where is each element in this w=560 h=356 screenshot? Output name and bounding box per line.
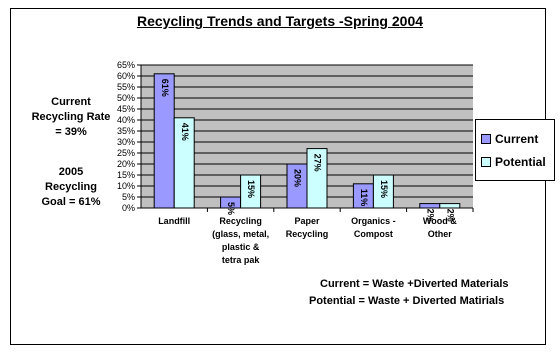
- bar-current-4: [419, 203, 441, 209]
- chart-title: Recycling Trends and Targets -Spring 200…: [136, 13, 424, 29]
- goal-line-1: 2005: [58, 166, 84, 178]
- y-tick-label: 20%: [117, 159, 135, 169]
- legend-item-potential: Potential: [481, 152, 546, 172]
- goal-line-2: Recycling: [45, 181, 97, 193]
- x-category-label: Wood &: [423, 216, 457, 226]
- data-label: 2%: [445, 209, 455, 222]
- y-tick-label: 30%: [117, 137, 135, 147]
- data-label: 15%: [246, 180, 256, 198]
- legend-label-potential: Potential: [495, 155, 546, 169]
- x-category-label: tetra pak: [222, 255, 261, 265]
- legend-item-current: Current: [481, 129, 538, 149]
- data-label: 41%: [180, 123, 190, 141]
- bar-potential-1: [240, 174, 262, 209]
- rate-line-3: = 39%: [55, 126, 87, 138]
- data-label: 5%: [226, 202, 236, 215]
- y-tick-label: 40%: [117, 115, 135, 125]
- recycling-goal-note: 2005 Recycling Goal = 61%: [12, 165, 130, 210]
- footnote-potential: Potential = Waste + Diverted Matirials: [309, 295, 505, 307]
- x-category-label: plastic &: [222, 242, 260, 252]
- rate-line-2: Recycling Rate: [31, 111, 111, 123]
- y-tick-label: 50%: [117, 93, 135, 103]
- footnote-current: Current = Waste +Diverted Materials: [320, 278, 509, 290]
- legend-swatch-current: [481, 134, 491, 144]
- data-label: 15%: [379, 180, 389, 198]
- y-tick-label: 55%: [117, 82, 135, 92]
- y-tick-label: 10%: [117, 181, 135, 191]
- bar-potential-0: [173, 117, 195, 209]
- y-tick-label: 45%: [117, 104, 135, 114]
- x-category-label: Other: [428, 229, 453, 239]
- data-label: 11%: [359, 189, 369, 207]
- legend-swatch-potential: [481, 157, 491, 167]
- y-tick-label: 60%: [117, 71, 135, 81]
- data-label: 27%: [313, 154, 323, 172]
- bar-potential-2: [306, 148, 328, 209]
- x-category-label: Landfill: [158, 216, 190, 226]
- x-category-label: Compost: [354, 229, 393, 239]
- x-category-label: Organics -: [351, 216, 396, 226]
- y-tick-label: 25%: [117, 148, 135, 158]
- x-category-label: Recycling: [219, 216, 262, 226]
- bar-potential-3: [372, 174, 394, 209]
- data-label: 61%: [160, 79, 170, 97]
- y-tick-label: 5%: [122, 192, 135, 202]
- x-category-label: Recycling: [286, 229, 329, 239]
- chart-legend: Current Potential: [475, 119, 555, 181]
- y-tick-label: 35%: [117, 126, 135, 136]
- data-label: 2%: [425, 209, 435, 222]
- x-category-label: (glass, metal,: [212, 229, 269, 239]
- y-tick-label: 0%: [122, 203, 135, 213]
- bar-potential-4: [439, 203, 461, 209]
- x-category-label: Paper: [294, 216, 320, 226]
- y-tick-label: 65%: [117, 60, 135, 70]
- y-tick-label: 15%: [117, 170, 135, 180]
- goal-line-3: Goal = 61%: [41, 196, 101, 208]
- rate-line-1: Current: [51, 96, 91, 108]
- legend-label-current: Current: [495, 132, 539, 146]
- current-recycling-rate-note: Current Recycling Rate = 39%: [12, 95, 130, 140]
- data-label: 20%: [293, 169, 303, 187]
